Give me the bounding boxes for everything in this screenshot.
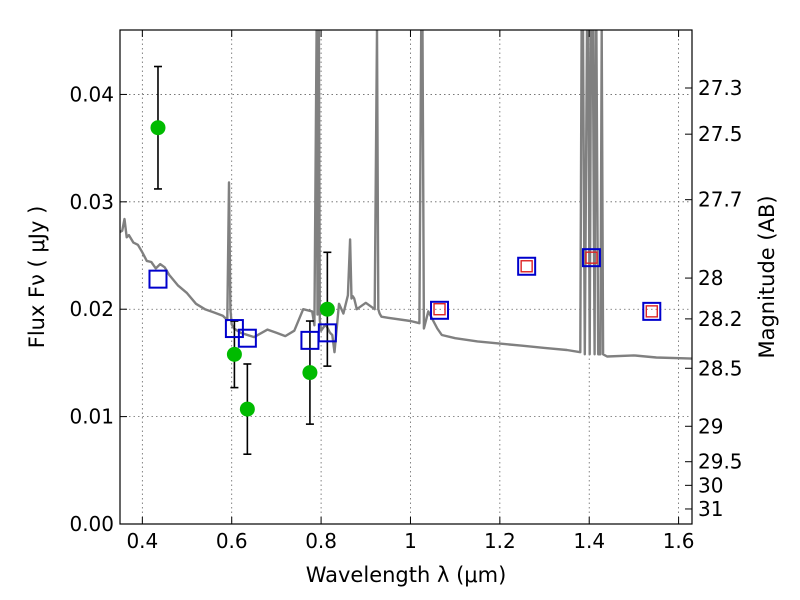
- right-tick-label: 30: [698, 473, 723, 497]
- x-tick-label: 1.4: [573, 529, 605, 553]
- y-tick-label: 0.00: [69, 512, 114, 536]
- inner-square-marker: [520, 260, 533, 273]
- model-photometry-square: [148, 269, 168, 289]
- sed-model-line: [120, 30, 692, 360]
- right-axis-title: Magnitude (AB): [755, 195, 779, 358]
- model-photometry-square: [317, 323, 337, 343]
- x-tick-label: 1.2: [484, 529, 516, 553]
- y-axis-title: Flux Fν ( μJy ): [25, 206, 49, 349]
- x-axis-title: Wavelength λ (μm): [306, 563, 507, 587]
- observed-flux-point: [319, 301, 335, 317]
- right-tick-label: 27.7: [698, 188, 743, 212]
- observed-flux-point: [226, 346, 242, 362]
- right-tick-label: 28.2: [698, 307, 743, 331]
- plot-area: [120, 30, 692, 455]
- right-tick-label: 27.5: [698, 122, 743, 146]
- x-tick-label: 0.4: [126, 529, 158, 553]
- model-photometry-square: [237, 328, 257, 348]
- model-photometry-square: [430, 300, 450, 320]
- x-tick-label: 0.8: [305, 529, 337, 553]
- right-tick-label: 29.5: [698, 450, 743, 474]
- inner-square-marker: [585, 251, 598, 264]
- y-tick-label: 0.04: [69, 82, 114, 106]
- observed-flux-point: [239, 401, 255, 417]
- tick-marks: [120, 30, 692, 525]
- right-tick-label: 28.5: [698, 356, 743, 380]
- plot-frame: [119, 29, 693, 525]
- x-tick-labels: 0.4 0.6 0.8 1 1.2 1.4 1.6: [126, 529, 694, 553]
- model-photometry-square: [517, 256, 537, 276]
- y-tick-label: 0.01: [69, 405, 114, 429]
- right-tick-label: 28: [698, 266, 723, 290]
- x-tick-label: 1: [404, 529, 417, 553]
- y-tick-labels: 0.00 0.01 0.02 0.03 0.04: [69, 82, 114, 536]
- right-tick-label: 27.3: [698, 76, 743, 100]
- grid-lines: [120, 30, 692, 524]
- y-tick-label: 0.02: [69, 297, 114, 321]
- observed-flux-point: [150, 120, 166, 136]
- model-photometry-square: [224, 319, 244, 339]
- y-tick-label: 0.03: [69, 190, 114, 214]
- model-photometry-square: [642, 301, 662, 321]
- x-tick-label: 1.6: [663, 529, 695, 553]
- right-tick-label: 31: [698, 497, 723, 521]
- observed-flux-point: [302, 365, 318, 381]
- x-tick-label: 0.6: [216, 529, 248, 553]
- inner-square-marker: [433, 303, 446, 316]
- series-layer: [120, 30, 692, 455]
- model-photometry-square: [581, 248, 601, 268]
- right-tick-label: 29: [698, 414, 723, 438]
- inner-square-marker: [645, 305, 658, 318]
